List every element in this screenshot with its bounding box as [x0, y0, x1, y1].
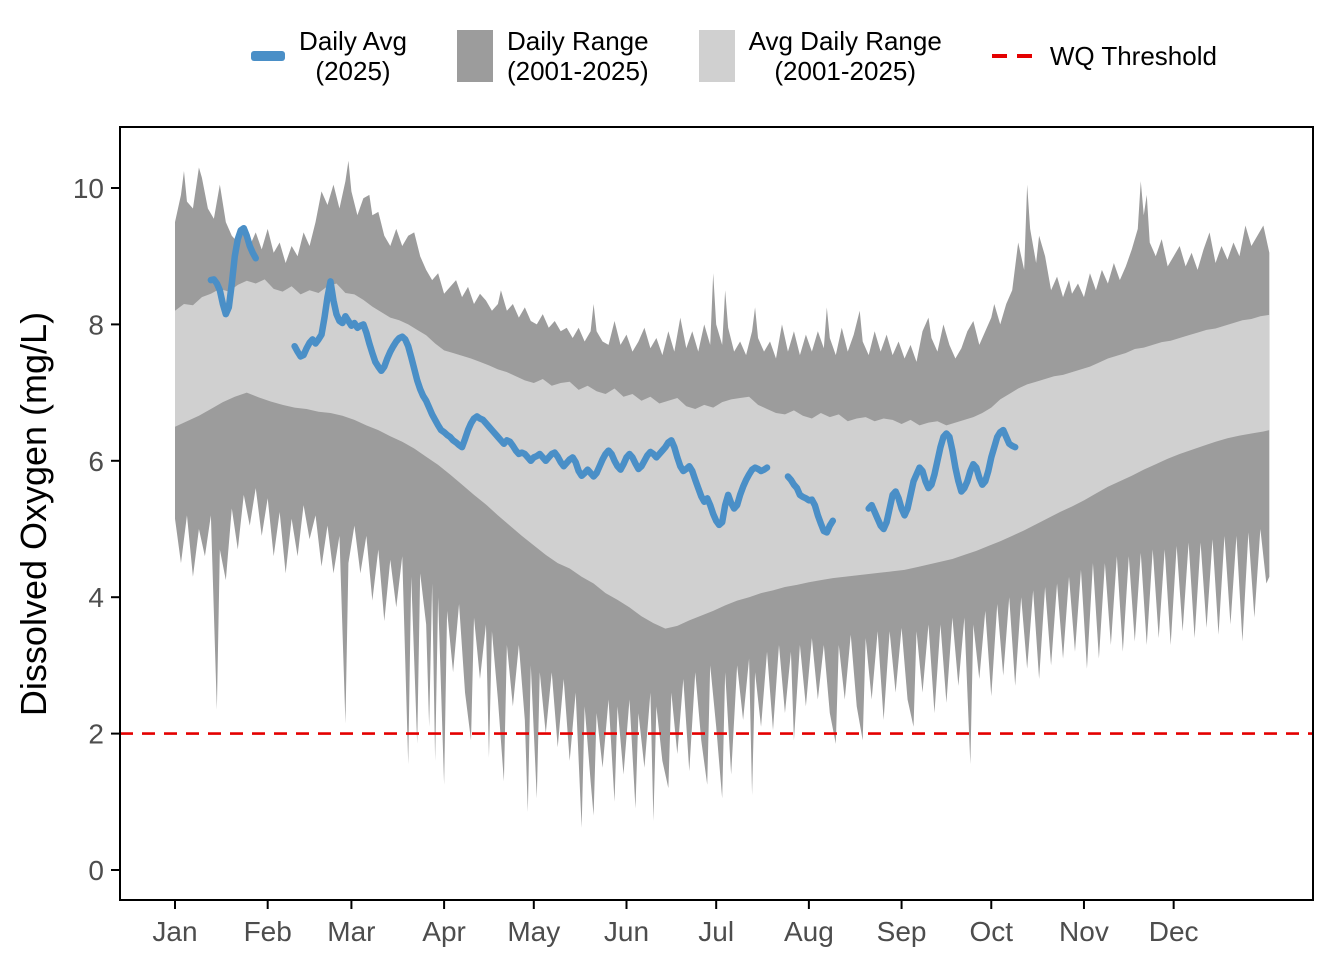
y-tick-label: 6	[88, 446, 104, 477]
avg-daily-range-swatch-icon	[698, 30, 735, 82]
x-tick-label: May	[507, 916, 560, 947]
x-tick-label: Nov	[1059, 916, 1109, 947]
daily-avg-swatch-icon	[251, 51, 286, 61]
x-tick-label: Jul	[698, 916, 734, 947]
x-tick-label: Dec	[1149, 916, 1199, 947]
legend-label: WQ Threshold	[1050, 41, 1217, 71]
y-tick-label: 10	[73, 173, 104, 204]
legend-label: Daily Range (2001-2025)	[507, 26, 649, 86]
legend-label-line2: (2001-2025)	[506, 56, 649, 86]
legend-label-line1: WQ Threshold	[1049, 41, 1217, 71]
legend-label-line1: Daily Range	[506, 26, 649, 56]
x-tick-label: Oct	[969, 916, 1013, 947]
daily-avg-line-segment	[207, 224, 259, 318]
x-tick-label: Aug	[784, 916, 834, 947]
daily-avg-line-segment	[865, 426, 1019, 533]
legend-label-line1: Daily Avg	[299, 26, 407, 56]
legend-label: Daily Avg (2025)	[299, 26, 407, 86]
daily-avg-line-segment	[784, 473, 837, 536]
x-tick-label: Sep	[877, 916, 927, 947]
x-tick-label: Feb	[244, 916, 292, 947]
y-tick-label: 0	[88, 855, 104, 886]
y-tick-label: 8	[88, 309, 104, 340]
y-tick-label: 2	[88, 719, 104, 750]
legend-item-avg-daily-range: Avg Daily Range (2001-2025)	[698, 26, 942, 86]
legend-item-daily-range: Daily Range (2001-2025)	[456, 26, 649, 86]
y-tick-label: 4	[88, 582, 104, 613]
legend-item-wq-threshold: WQ Threshold	[991, 41, 1217, 71]
legend-label: Avg Daily Range (2001-2025)	[749, 26, 942, 86]
legend-label-line2: (2001-2025)	[774, 56, 917, 86]
daily-range-swatch-icon	[456, 30, 493, 82]
x-tick-label: Mar	[327, 916, 375, 947]
legend-item-daily-avg: Daily Avg (2025)	[251, 26, 407, 86]
avg-daily-range-band	[175, 279, 1270, 629]
legend: Daily Avg (2025) Daily Range (2001-2025) Avg…	[0, 16, 1344, 96]
x-tick-label: Apr	[422, 916, 466, 947]
legend-label-line2: (2025)	[315, 56, 391, 86]
wq-threshold-swatch-icon	[991, 54, 1036, 58]
x-tick-label: Jun	[604, 916, 649, 947]
daily-avg-line-segment	[291, 278, 771, 529]
legend-label-line1: Avg Daily Range	[748, 26, 942, 56]
x-tick-label: Jan	[152, 916, 197, 947]
